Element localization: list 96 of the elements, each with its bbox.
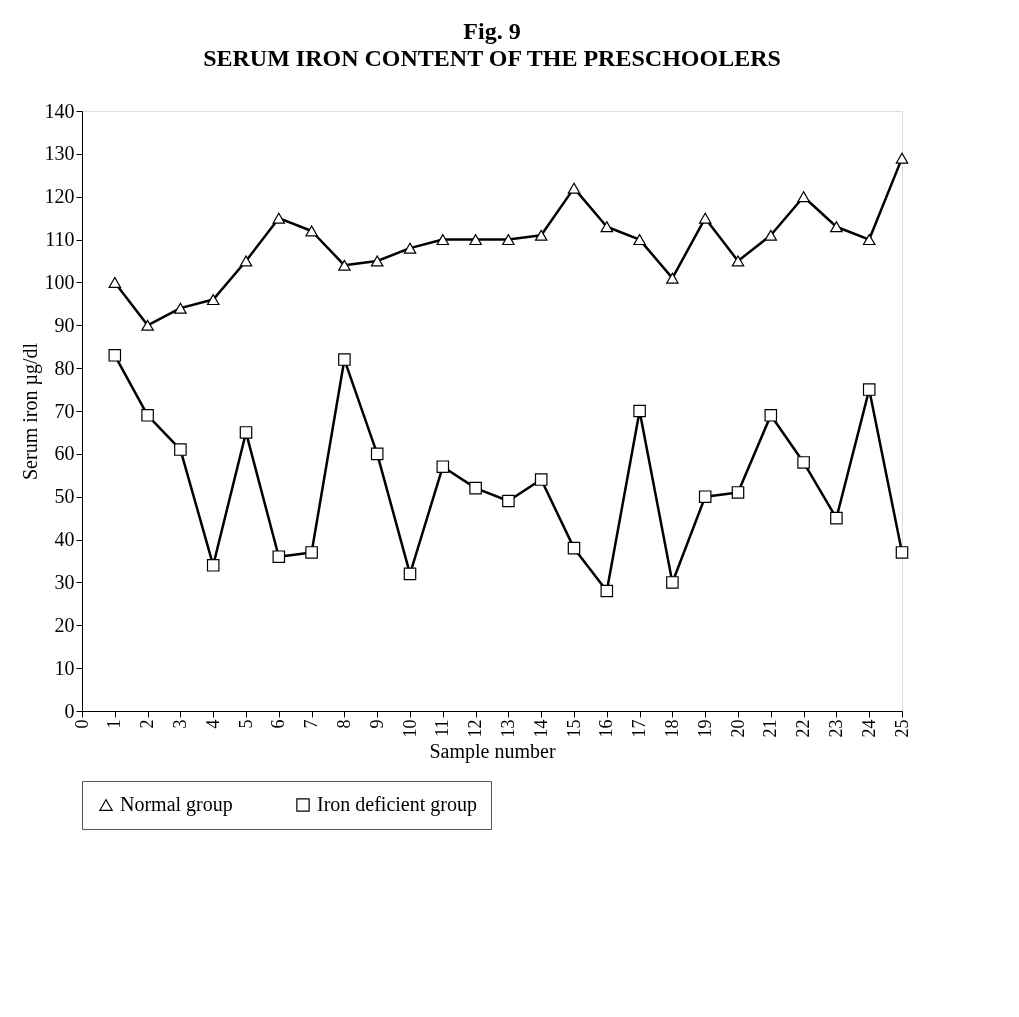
point [338,353,351,366]
legend-label: Normal group [120,793,233,816]
y-tick-label: 30 [54,570,75,593]
x-tick-label: 6 [268,719,289,729]
point [698,490,712,504]
point [666,576,679,589]
y-tick-label: 80 [54,356,75,379]
y-tick-label: 100 [44,270,75,293]
x-tick-label: 24 [858,719,879,738]
x-tick-label: 23 [825,719,846,738]
x-tick-label: 8 [333,719,354,729]
chart-title: Fig. 9 [463,18,521,44]
x-tick-label: 25 [891,719,912,738]
point [731,255,745,267]
point [633,234,646,246]
y-tick-label: 110 [45,228,75,251]
point [895,152,909,164]
y-tick-label: 20 [54,613,75,636]
point [862,383,876,396]
point [797,456,810,469]
point [174,443,187,456]
point [403,242,417,254]
point [272,212,286,224]
point [567,541,581,555]
point [731,486,745,499]
x-tick-label: 3 [169,719,190,729]
point [600,584,614,598]
point [403,567,417,581]
y-tick-label: 130 [44,142,75,165]
point [272,550,286,564]
x-axis-title: Sample number [429,739,556,763]
point [469,234,482,246]
point [305,225,318,237]
y-tick-label: 40 [54,528,75,551]
point [108,348,122,362]
y-tick-label: 90 [54,313,75,336]
point [141,319,154,331]
chart-subtitle: SERUM IRON CONTENT OF THE PRESCHOOLERS [203,45,781,71]
y-axis-title: Serum iron µg/dl [18,342,42,481]
point [502,494,515,508]
point [206,294,220,306]
point [698,212,712,224]
x-tick-label: 10 [399,719,420,738]
x-tick-label: 21 [760,719,781,738]
x-tick-label: 1 [104,719,125,729]
x-tick-label: 12 [465,719,486,738]
point [338,259,351,271]
y-tick-label: 60 [54,442,75,465]
point [666,272,679,284]
point [830,511,843,525]
y-tick-label: 10 [54,656,75,679]
point [436,234,450,246]
point [534,473,548,486]
x-tick-label: 9 [366,719,387,729]
x-tick-label: 18 [661,719,682,738]
x-tick-label: 15 [563,719,584,738]
point [830,221,843,233]
y-tick-label: 70 [54,399,75,422]
legend-label: Iron deficient group [317,793,477,816]
x-tick-label: 17 [629,719,650,738]
x-tick-label: 20 [727,719,748,738]
x-tick-label: 22 [793,719,814,738]
x-tick-label: 13 [497,719,518,738]
point [370,255,384,267]
point [600,221,614,233]
point [797,191,810,203]
point [534,229,548,241]
point [108,276,122,288]
x-tick-label: 16 [596,719,617,738]
point [469,481,482,495]
point [305,546,318,559]
x-tick-label: 11 [432,719,453,737]
point [633,404,646,418]
point [239,426,253,439]
x-tick-label: 19 [694,719,715,738]
point [141,408,154,422]
point [370,447,384,461]
x-tick-label: 0 [71,719,92,729]
point [764,229,778,241]
x-tick-label: 5 [235,719,256,729]
x-tick-label: 2 [137,719,158,729]
point [502,234,515,246]
point [206,558,220,572]
x-tick-label: 14 [530,719,551,738]
x-tick-label: 7 [301,719,322,729]
y-tick-label: 120 [44,185,75,208]
point [862,234,876,246]
y-tick-label: 140 [44,99,75,122]
point [764,408,778,422]
x-tick-label: 4 [202,719,223,729]
point [239,255,253,267]
point [567,182,581,194]
point [174,302,187,314]
point [895,546,909,559]
point [436,460,450,474]
y-tick-label: 50 [54,485,75,508]
